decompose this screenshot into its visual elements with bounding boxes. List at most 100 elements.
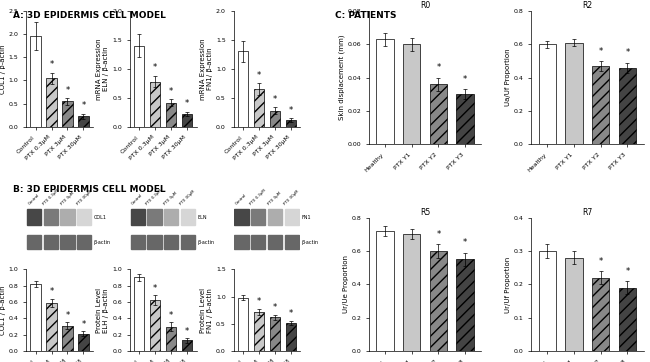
Text: *: * bbox=[436, 63, 441, 72]
Bar bbox=[285, 209, 299, 225]
Y-axis label: mRNA Expression
ELN / β-actin: mRNA Expression ELN / β-actin bbox=[96, 38, 109, 100]
Bar bbox=[31, 284, 41, 351]
Y-axis label: Ur/Uf Proportion: Ur/Uf Proportion bbox=[505, 256, 511, 312]
Bar bbox=[44, 235, 58, 249]
Text: PTX 0.3μM: PTX 0.3μM bbox=[42, 188, 59, 206]
Bar bbox=[134, 277, 144, 351]
Text: β-actin: β-actin bbox=[302, 240, 318, 245]
Bar bbox=[268, 235, 282, 249]
Text: *: * bbox=[169, 87, 174, 96]
Text: C: PATIENTS: C: PATIENTS bbox=[335, 11, 396, 20]
Text: PTX 30μM: PTX 30μM bbox=[179, 189, 196, 206]
Text: *: * bbox=[153, 284, 157, 293]
Text: *: * bbox=[273, 95, 277, 104]
Bar bbox=[131, 209, 145, 225]
Bar bbox=[286, 120, 296, 127]
Text: PTX 30μM: PTX 30μM bbox=[283, 189, 300, 206]
Text: *: * bbox=[81, 320, 86, 329]
Bar bbox=[131, 235, 145, 249]
Text: A: 3D EPIDERMIS CELL MODEL: A: 3D EPIDERMIS CELL MODEL bbox=[13, 11, 166, 20]
Y-axis label: Protein Level
FN1 / β-actin: Protein Level FN1 / β-actin bbox=[200, 288, 213, 333]
Bar bbox=[456, 94, 474, 144]
Title: R5: R5 bbox=[420, 208, 430, 217]
Text: *: * bbox=[185, 327, 189, 336]
Bar bbox=[238, 51, 248, 127]
Text: *: * bbox=[289, 106, 293, 115]
Bar bbox=[251, 235, 265, 249]
Text: *: * bbox=[257, 297, 261, 306]
Y-axis label: mRNA Expression
FN1/ β-actin: mRNA Expression FN1/ β-actin bbox=[200, 38, 213, 100]
Text: *: * bbox=[273, 303, 277, 312]
Bar bbox=[539, 44, 556, 144]
Bar bbox=[592, 278, 610, 351]
Bar bbox=[235, 235, 248, 249]
Bar bbox=[619, 288, 636, 351]
Bar bbox=[60, 235, 75, 249]
Bar bbox=[619, 68, 636, 144]
Text: PTX 3μM: PTX 3μM bbox=[267, 191, 282, 206]
Bar bbox=[166, 327, 176, 351]
Bar bbox=[148, 235, 162, 249]
Bar bbox=[44, 209, 58, 225]
Bar bbox=[150, 300, 161, 351]
Bar bbox=[403, 234, 421, 351]
Bar bbox=[181, 209, 195, 225]
Bar bbox=[134, 46, 144, 127]
Bar bbox=[539, 251, 556, 351]
Text: *: * bbox=[81, 101, 86, 110]
Bar bbox=[254, 312, 264, 351]
Text: Control: Control bbox=[235, 193, 248, 206]
Text: Control: Control bbox=[131, 193, 144, 206]
Bar bbox=[46, 78, 57, 127]
Bar bbox=[268, 209, 282, 225]
Bar bbox=[164, 209, 178, 225]
Bar bbox=[181, 235, 195, 249]
Bar bbox=[456, 260, 474, 351]
Bar bbox=[148, 209, 162, 225]
Bar bbox=[31, 37, 41, 127]
Text: *: * bbox=[289, 309, 293, 318]
Bar bbox=[285, 235, 299, 249]
Bar bbox=[270, 111, 280, 127]
Text: β-actin: β-actin bbox=[94, 240, 111, 245]
Bar bbox=[566, 258, 583, 351]
Bar bbox=[270, 317, 280, 351]
Text: *: * bbox=[463, 75, 467, 84]
Bar bbox=[376, 231, 394, 351]
Title: R0: R0 bbox=[420, 1, 430, 10]
Bar bbox=[27, 209, 41, 225]
Text: *: * bbox=[49, 287, 54, 296]
Bar bbox=[182, 341, 192, 351]
Text: *: * bbox=[599, 47, 603, 55]
Y-axis label: Skin displacement (mm): Skin displacement (mm) bbox=[339, 35, 345, 120]
Text: *: * bbox=[599, 257, 603, 266]
Bar bbox=[430, 84, 447, 144]
Bar bbox=[254, 89, 264, 127]
Text: PTX 3μM: PTX 3μM bbox=[60, 191, 75, 206]
Bar bbox=[235, 209, 248, 225]
Y-axis label: Ur/Ue Proportion: Ur/Ue Proportion bbox=[343, 256, 349, 313]
Bar bbox=[77, 209, 91, 225]
Bar bbox=[78, 116, 88, 127]
Bar bbox=[430, 251, 447, 351]
Bar bbox=[566, 43, 583, 144]
Bar bbox=[592, 66, 610, 144]
Bar bbox=[376, 39, 394, 144]
Bar bbox=[251, 209, 265, 225]
Title: R2: R2 bbox=[582, 1, 593, 10]
Bar bbox=[78, 334, 88, 351]
Text: β-actin: β-actin bbox=[198, 240, 214, 245]
Text: *: * bbox=[49, 60, 54, 69]
Text: *: * bbox=[169, 311, 174, 320]
Text: B: 3D EPIDERMIS CELL MODEL: B: 3D EPIDERMIS CELL MODEL bbox=[13, 185, 166, 194]
Y-axis label: Ua/Uf Proportion: Ua/Uf Proportion bbox=[505, 49, 511, 106]
Text: *: * bbox=[153, 63, 157, 72]
Text: PTX 3μM: PTX 3μM bbox=[164, 191, 179, 206]
Text: *: * bbox=[185, 99, 189, 108]
Bar bbox=[46, 303, 57, 351]
Text: *: * bbox=[257, 71, 261, 80]
Text: PTX 30μM: PTX 30μM bbox=[76, 189, 92, 206]
Bar bbox=[60, 209, 75, 225]
Text: COL1: COL1 bbox=[94, 215, 107, 220]
Bar bbox=[182, 114, 192, 127]
